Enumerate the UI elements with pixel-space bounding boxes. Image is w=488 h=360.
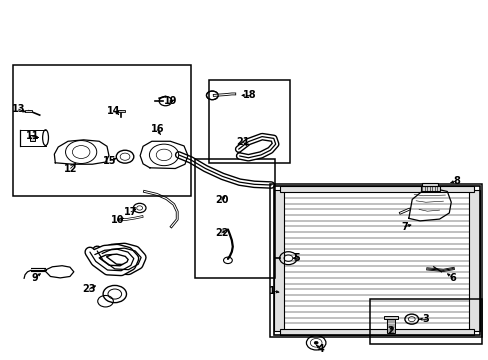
Text: 14: 14 <box>107 106 121 116</box>
Bar <box>273 190 284 331</box>
Bar <box>194 159 274 278</box>
Text: 9: 9 <box>31 273 38 283</box>
Circle shape <box>314 341 318 344</box>
Bar <box>273 186 479 335</box>
Text: 2: 2 <box>386 325 393 336</box>
Bar <box>25 110 32 112</box>
Bar <box>209 80 289 163</box>
Bar <box>117 110 124 112</box>
Text: 18: 18 <box>243 90 256 100</box>
Text: 7: 7 <box>400 222 407 231</box>
Text: 20: 20 <box>214 195 228 205</box>
Text: 17: 17 <box>124 207 137 217</box>
Text: 3: 3 <box>422 314 428 324</box>
Text: 21: 21 <box>236 137 249 147</box>
Text: 16: 16 <box>150 125 163 134</box>
Text: 19: 19 <box>163 96 177 107</box>
Text: 1: 1 <box>269 286 276 296</box>
Bar <box>369 299 482 344</box>
Bar <box>13 65 190 196</box>
Text: 4: 4 <box>317 344 324 354</box>
Text: 11: 11 <box>25 131 39 141</box>
Bar <box>386 319 394 333</box>
Text: 10: 10 <box>110 215 124 225</box>
Text: 6: 6 <box>449 273 456 283</box>
Text: 15: 15 <box>103 156 117 166</box>
Text: 8: 8 <box>452 176 459 186</box>
Bar <box>384 316 397 319</box>
Bar <box>422 183 437 186</box>
Bar <box>420 186 439 191</box>
Text: 22: 22 <box>214 228 228 238</box>
Bar <box>30 135 35 140</box>
Bar <box>270 184 482 337</box>
Bar <box>279 186 473 192</box>
Bar <box>279 329 473 335</box>
Text: 12: 12 <box>63 163 77 174</box>
Bar <box>468 190 479 331</box>
Text: 13: 13 <box>12 104 25 114</box>
Text: 5: 5 <box>293 253 300 263</box>
Text: 23: 23 <box>82 284 96 294</box>
